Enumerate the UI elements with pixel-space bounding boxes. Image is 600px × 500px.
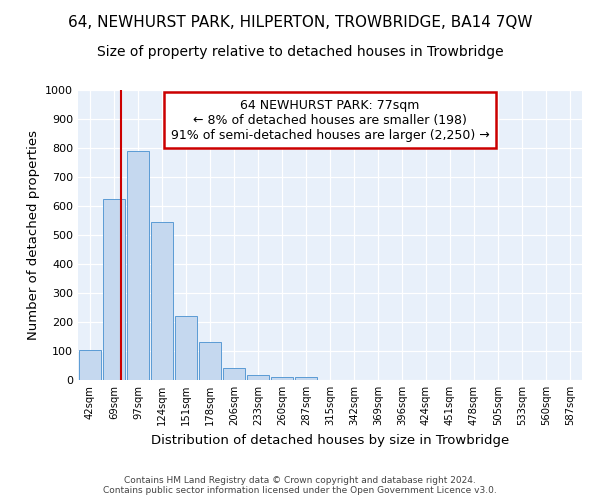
Bar <box>79 350 101 380</box>
X-axis label: Distribution of detached houses by size in Trowbridge: Distribution of detached houses by size … <box>151 434 509 446</box>
Y-axis label: Number of detached properties: Number of detached properties <box>26 130 40 340</box>
Bar <box>199 342 221 380</box>
Bar <box>295 377 317 380</box>
Bar <box>151 222 173 380</box>
Text: Contains HM Land Registry data © Crown copyright and database right 2024.
Contai: Contains HM Land Registry data © Crown c… <box>103 476 497 495</box>
Bar <box>175 316 197 380</box>
Bar <box>103 198 125 380</box>
Bar <box>223 368 245 380</box>
Bar <box>247 375 269 380</box>
Text: 64 NEWHURST PARK: 77sqm
← 8% of detached houses are smaller (198)
91% of semi-de: 64 NEWHURST PARK: 77sqm ← 8% of detached… <box>170 98 490 142</box>
Bar <box>271 377 293 380</box>
Bar <box>127 151 149 380</box>
Text: 64, NEWHURST PARK, HILPERTON, TROWBRIDGE, BA14 7QW: 64, NEWHURST PARK, HILPERTON, TROWBRIDGE… <box>68 15 532 30</box>
Text: Size of property relative to detached houses in Trowbridge: Size of property relative to detached ho… <box>97 45 503 59</box>
